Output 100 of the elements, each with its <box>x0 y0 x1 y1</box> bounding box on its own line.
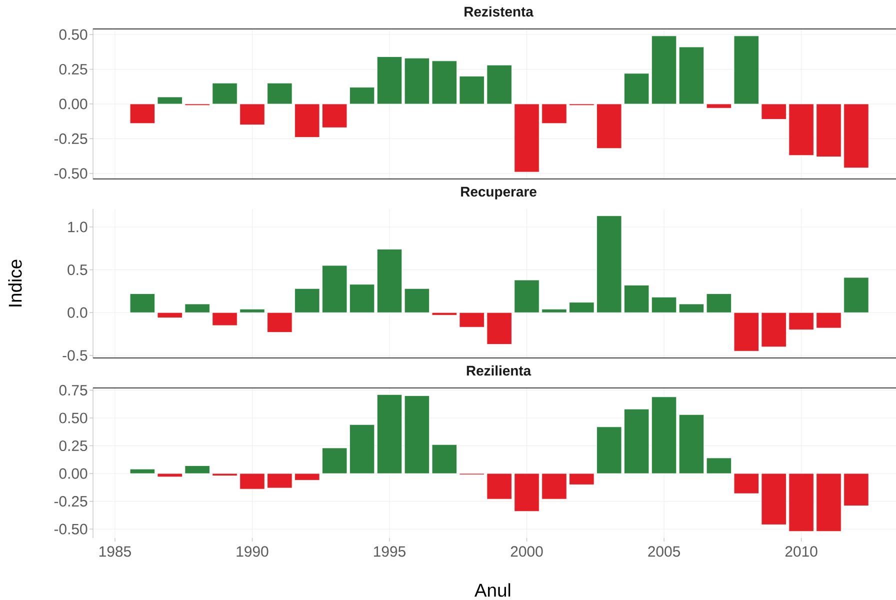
chart-title: Rezilienta <box>466 365 532 376</box>
x-tick-label: 2010 <box>785 546 818 557</box>
bar <box>734 312 759 352</box>
bar <box>322 448 348 474</box>
bar <box>844 277 869 313</box>
bar <box>486 64 512 104</box>
bar <box>322 265 348 313</box>
bar <box>678 46 704 104</box>
bar <box>459 76 484 104</box>
bar <box>624 408 650 474</box>
y-tick-label: 0.50 <box>59 29 88 40</box>
bar <box>486 312 512 344</box>
bar <box>788 104 814 156</box>
bar <box>157 312 182 318</box>
bar <box>486 473 512 500</box>
bar <box>569 473 594 485</box>
bar <box>267 82 292 104</box>
bar <box>322 104 348 128</box>
bar <box>734 473 759 494</box>
bar <box>514 473 540 512</box>
x-tick-label: 2005 <box>648 546 680 557</box>
bar <box>816 473 842 532</box>
bar <box>267 312 292 332</box>
x-tick-label: 1985 <box>99 546 131 557</box>
bar <box>376 249 402 313</box>
bar <box>651 396 677 474</box>
bar <box>706 294 732 313</box>
y-tick-label: 1.0 <box>68 222 88 232</box>
bar <box>267 473 292 488</box>
bar <box>212 473 238 476</box>
y-tick-label: 0.00 <box>59 468 88 479</box>
bar <box>816 104 842 157</box>
bar <box>184 304 210 313</box>
y-tick-label: 0.50 <box>59 412 88 424</box>
bar <box>651 36 677 104</box>
y-tick-label: -0.25 <box>54 496 88 507</box>
bar <box>542 104 567 124</box>
bar <box>294 104 320 138</box>
y-tick-label: 0.25 <box>59 440 88 452</box>
bar <box>816 312 842 328</box>
bar <box>761 473 786 525</box>
y-tick-label: -0.5 <box>62 350 88 361</box>
bar <box>596 216 622 313</box>
bar <box>788 312 814 330</box>
bar <box>761 312 786 348</box>
y-tick-label: 0.75 <box>59 384 88 396</box>
bar <box>404 58 430 104</box>
bar <box>376 394 402 474</box>
bar <box>349 284 375 313</box>
y-tick-label: -0.25 <box>54 133 88 144</box>
bar <box>130 468 155 474</box>
chart-title: Recuperare <box>461 186 536 200</box>
bar <box>349 87 375 104</box>
bar <box>569 302 594 313</box>
y-tick-label: -0.50 <box>54 168 88 179</box>
y-tick-label: -0.50 <box>54 524 88 534</box>
bar <box>212 312 238 326</box>
bar <box>184 466 210 474</box>
x-tick-label: 1995 <box>374 546 406 557</box>
x-tick-label: 2000 <box>510 546 543 557</box>
y-axis-title: Indice <box>8 260 22 306</box>
bar <box>678 304 704 313</box>
bar <box>459 312 484 328</box>
bar <box>404 396 430 474</box>
y-tick-label: 0.0 <box>68 307 88 318</box>
bar <box>294 288 320 313</box>
bar <box>734 36 759 104</box>
bar <box>130 294 155 313</box>
bar <box>157 473 182 478</box>
bar <box>240 473 265 490</box>
y-tick-label: 0.5 <box>68 264 88 276</box>
bar <box>706 104 732 108</box>
bar <box>844 104 869 168</box>
bar <box>596 104 622 149</box>
x-tick-label: 1990 <box>236 546 268 557</box>
bar <box>844 473 869 506</box>
bar <box>404 288 430 313</box>
bar <box>376 56 402 104</box>
y-tick-label: 0.25 <box>59 64 88 75</box>
bar <box>432 60 457 104</box>
bar <box>542 473 567 500</box>
bar <box>432 312 457 316</box>
bar <box>157 96 182 104</box>
x-axis-title: Anul <box>474 583 510 597</box>
bar <box>212 82 238 104</box>
bar <box>596 426 622 474</box>
bar <box>432 444 457 474</box>
bar <box>678 414 704 474</box>
bar <box>624 284 650 313</box>
bar <box>651 296 677 313</box>
chart-title: Rezistenta <box>464 6 534 17</box>
bar <box>706 458 732 474</box>
bar <box>514 104 540 172</box>
bar <box>514 280 540 313</box>
bar <box>624 73 650 104</box>
bar <box>761 104 786 120</box>
bar <box>240 308 265 313</box>
bar <box>788 473 814 532</box>
bar <box>130 104 155 124</box>
bar <box>542 308 567 313</box>
